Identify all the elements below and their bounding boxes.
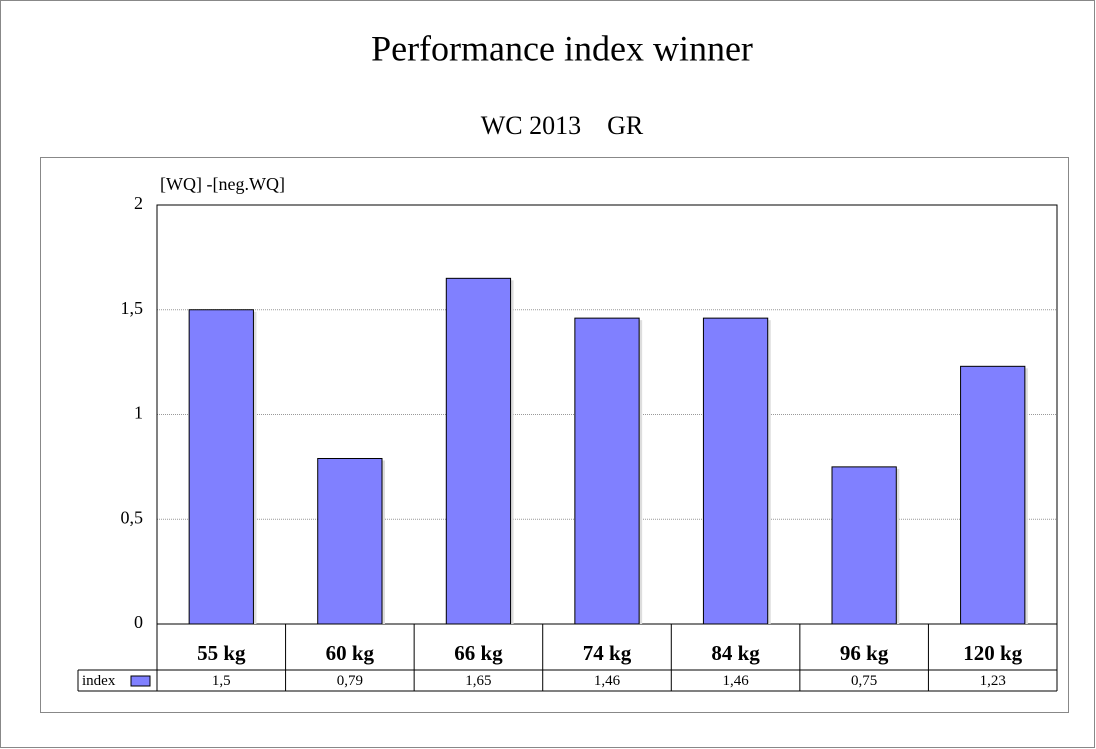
- y-tick-label: 0,5: [121, 507, 144, 527]
- x-tick-label: 96 kg: [840, 641, 889, 665]
- bar: [960, 365, 1026, 625]
- data-table-value: 1,46: [722, 673, 749, 689]
- y-tick-label: 2: [134, 193, 143, 213]
- data-table-value: 1,23: [980, 673, 1006, 689]
- legend-swatch: [130, 675, 151, 687]
- x-tick-label: 84 kg: [711, 641, 760, 665]
- x-tick-label: 66 kg: [454, 641, 503, 665]
- data-table-value: 0,79: [337, 673, 363, 689]
- data-table-value: 0,75: [851, 673, 877, 689]
- x-tick-label: 55 kg: [197, 641, 246, 665]
- bar: [188, 309, 254, 625]
- bar: [702, 317, 769, 625]
- legend-label: index: [82, 673, 116, 689]
- x-tick-label: 74 kg: [583, 641, 632, 665]
- chart-subtitle: WC 2013 GR: [481, 111, 644, 140]
- bar: [574, 317, 640, 625]
- x-tick-label: 60 kg: [326, 641, 375, 665]
- bar: [445, 277, 512, 625]
- y-tick-label: 1,5: [121, 298, 144, 318]
- y-tick-label: 0: [134, 612, 143, 632]
- chart-title: Performance index winner: [371, 28, 753, 68]
- y-axis-label: [WQ] -[neg.WQ]: [160, 174, 285, 194]
- y-tick-label: 1: [134, 403, 143, 423]
- bar: [317, 457, 383, 625]
- x-tick-label: 120 kg: [963, 641, 1022, 665]
- data-table-value: 1,46: [594, 673, 621, 689]
- data-table-value: 1,65: [465, 673, 491, 689]
- data-table-value: 1,5: [212, 673, 231, 689]
- bar: [831, 466, 897, 625]
